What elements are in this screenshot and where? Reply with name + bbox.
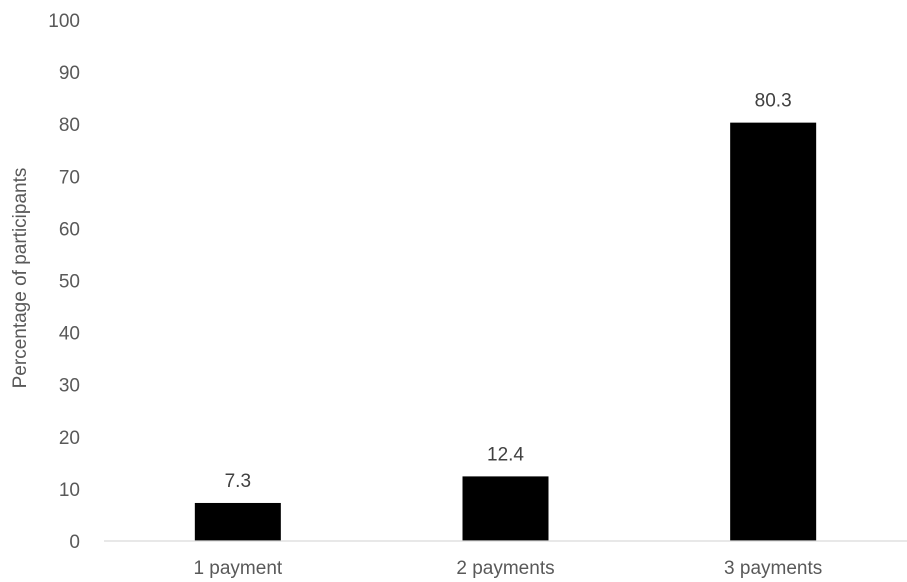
y-axis-ticks: 0 10 20 30 40 50 60 70 80 90 100 <box>48 11 80 553</box>
x-tick-label-1: 1 payment <box>193 558 282 579</box>
y-tick-label: 0 <box>69 532 80 553</box>
y-tick-label: 20 <box>59 428 80 449</box>
y-tick-label: 100 <box>48 11 80 32</box>
x-axis-ticks: 1 payment 2 payments 3 payments <box>193 558 822 579</box>
y-tick-label: 40 <box>59 324 80 345</box>
y-tick-label: 30 <box>59 376 80 397</box>
y-tick-label: 60 <box>59 219 80 240</box>
y-tick-label: 10 <box>59 480 80 501</box>
data-label-1: 7.3 <box>225 471 251 492</box>
data-labels-group: 7.3 12.4 80.3 <box>225 91 792 492</box>
y-tick-label: 50 <box>59 272 80 293</box>
y-tick-label: 90 <box>59 63 80 84</box>
y-axis-label: Percentage of participants <box>10 168 31 389</box>
y-tick-label: 80 <box>59 115 80 136</box>
bar-2 <box>462 476 549 541</box>
x-tick-label-3: 3 payments <box>724 558 822 579</box>
bar-1 <box>194 502 281 541</box>
x-tick-label-2: 2 payments <box>456 558 554 579</box>
bar-3 <box>730 122 817 542</box>
bars-group <box>194 122 817 542</box>
data-label-2: 12.4 <box>487 444 524 465</box>
y-tick-label: 70 <box>59 167 80 188</box>
data-label-3: 80.3 <box>755 91 792 112</box>
